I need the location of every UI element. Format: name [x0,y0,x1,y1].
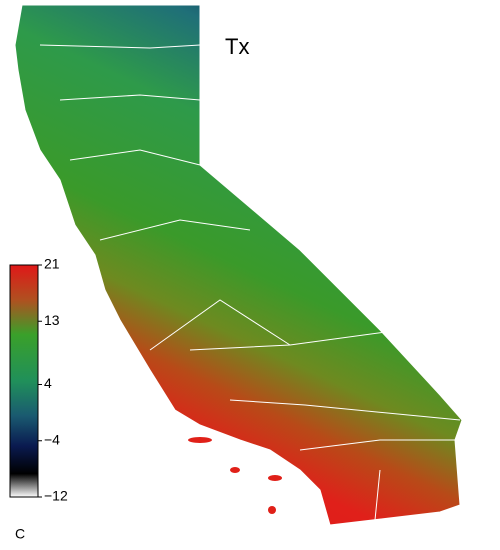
county-line [39,44,201,49]
map-title: Tx [225,34,249,59]
colorbar-tick-label: −4 [44,431,60,447]
state-shape [14,4,463,526]
colorbar [9,264,39,498]
county-line [59,94,201,101]
california-map [14,4,463,526]
county-line [374,469,381,521]
county-line [229,399,461,421]
colorbar-unit: C [15,526,25,542]
colorbar-tick-label: 13 [44,312,60,328]
colorbar-tick-label: 21 [44,256,60,272]
county-line [99,219,251,241]
county-line [149,299,291,351]
island [230,467,240,473]
island [268,475,282,481]
county-line [299,439,455,451]
island [268,506,276,514]
county-line [189,329,401,351]
island [188,437,212,443]
county-line [69,149,201,166]
colorbar-tick-label: 4 [44,375,52,391]
colorbar-tick-label: −12 [44,488,68,504]
